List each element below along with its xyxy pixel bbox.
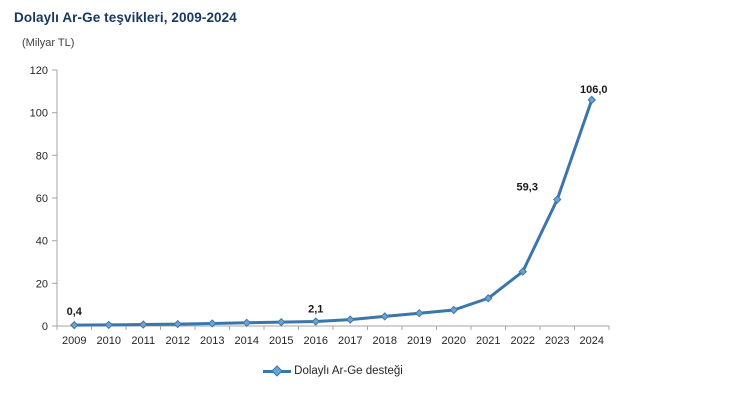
y-axis-label: 60	[36, 193, 48, 205]
x-axis-label: 2023	[545, 335, 569, 347]
x-axis-label: 2021	[476, 335, 500, 347]
legend-marker-diamond-icon	[271, 365, 283, 377]
x-axis-label: 2011	[131, 335, 155, 347]
data-point-label: 59,3	[517, 181, 538, 193]
series-line	[72, 98, 594, 327]
data-point-marker	[104, 320, 113, 330]
data-point-marker	[415, 308, 424, 318]
data-point-marker	[173, 319, 182, 329]
data-point-marker	[346, 315, 355, 324]
x-axis-label: 2013	[200, 335, 224, 347]
data-point-marker	[139, 320, 148, 329]
y-axis-label: 80	[36, 150, 48, 162]
x-axis-label: 2019	[407, 335, 431, 347]
chart-subtitle: (Milyar TL)	[22, 37, 75, 49]
legend-label: Dolaylı Ar-Ge desteği	[294, 365, 403, 377]
x-axis-label: 2017	[338, 335, 362, 347]
x-axis-label: 2014	[235, 335, 259, 347]
y-axis-label: 100	[30, 108, 48, 120]
x-axis-label: 2016	[304, 335, 328, 347]
x-axis-label: 2015	[269, 335, 293, 347]
x-axis-label: 2018	[373, 335, 397, 347]
x-axis-label: 2010	[97, 335, 121, 347]
y-axis-label: 120	[30, 65, 48, 77]
data-point-marker	[484, 294, 493, 303]
legend-item-dolayli-arge[interactable]: Dolaylı Ar-Ge desteği	[263, 365, 403, 377]
legend-line-sample	[263, 365, 292, 377]
data-point-label: 106,0	[580, 84, 608, 96]
y-axis-label: 40	[36, 236, 48, 248]
data-point-marker	[311, 317, 320, 326]
data-point-marker	[449, 305, 458, 315]
data-point-marker	[70, 320, 79, 330]
x-axis-label: 2009	[62, 335, 86, 347]
chart-title: Dolaylı Ar-Ge teşvikleri, 2009-2024	[14, 10, 237, 25]
data-point-marker	[518, 267, 527, 276]
x-axis-label: 2020	[442, 335, 466, 347]
data-point-label: 2,1	[308, 304, 323, 316]
data-point-marker	[553, 195, 562, 204]
data-point-marker	[587, 95, 596, 105]
data-point-marker	[242, 318, 251, 328]
data-point-label: 0,4	[67, 306, 83, 318]
data-point-marker	[380, 312, 389, 321]
x-axis-label: 2024	[580, 335, 604, 347]
data-point-marker	[208, 319, 217, 328]
y-axis-label: 0	[42, 321, 48, 333]
y-axis-label: 20	[36, 278, 48, 290]
data-point-marker	[277, 317, 286, 327]
legend: Dolaylı Ar-Ge desteği	[57, 365, 609, 377]
x-axis-label: 2022	[511, 335, 535, 347]
x-axis-label: 2012	[166, 335, 190, 347]
